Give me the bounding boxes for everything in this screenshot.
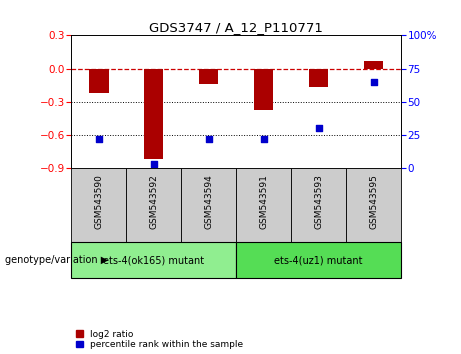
- Bar: [309, 69, 328, 87]
- Point: [315, 125, 322, 131]
- Bar: [71, 242, 236, 278]
- Bar: [291, 168, 346, 242]
- Point: [205, 136, 213, 142]
- Bar: [236, 242, 401, 278]
- Bar: [364, 61, 383, 69]
- Text: GSM543594: GSM543594: [204, 174, 213, 229]
- Text: GSM543593: GSM543593: [314, 174, 323, 229]
- Text: GSM543592: GSM543592: [149, 174, 159, 229]
- Point: [260, 136, 267, 142]
- Text: GSM543595: GSM543595: [369, 174, 378, 229]
- Point: [95, 136, 103, 142]
- Text: GSM543590: GSM543590: [95, 174, 103, 229]
- Text: ets-4(ok165) mutant: ets-4(ok165) mutant: [103, 255, 204, 265]
- Bar: [199, 69, 219, 84]
- Legend: log2 ratio, percentile rank within the sample: log2 ratio, percentile rank within the s…: [76, 330, 243, 349]
- Bar: [236, 168, 291, 242]
- Bar: [346, 168, 401, 242]
- Bar: [144, 69, 164, 159]
- Title: GDS3747 / A_12_P110771: GDS3747 / A_12_P110771: [149, 21, 323, 34]
- Bar: [126, 168, 181, 242]
- Bar: [181, 168, 236, 242]
- Bar: [89, 69, 108, 93]
- Point: [150, 161, 158, 167]
- Text: GSM543591: GSM543591: [259, 174, 268, 229]
- Bar: [254, 69, 273, 109]
- Text: ets-4(uz1) mutant: ets-4(uz1) mutant: [274, 255, 363, 265]
- Text: genotype/variation ▶: genotype/variation ▶: [5, 255, 108, 265]
- Point: [370, 79, 377, 85]
- Bar: [71, 168, 126, 242]
